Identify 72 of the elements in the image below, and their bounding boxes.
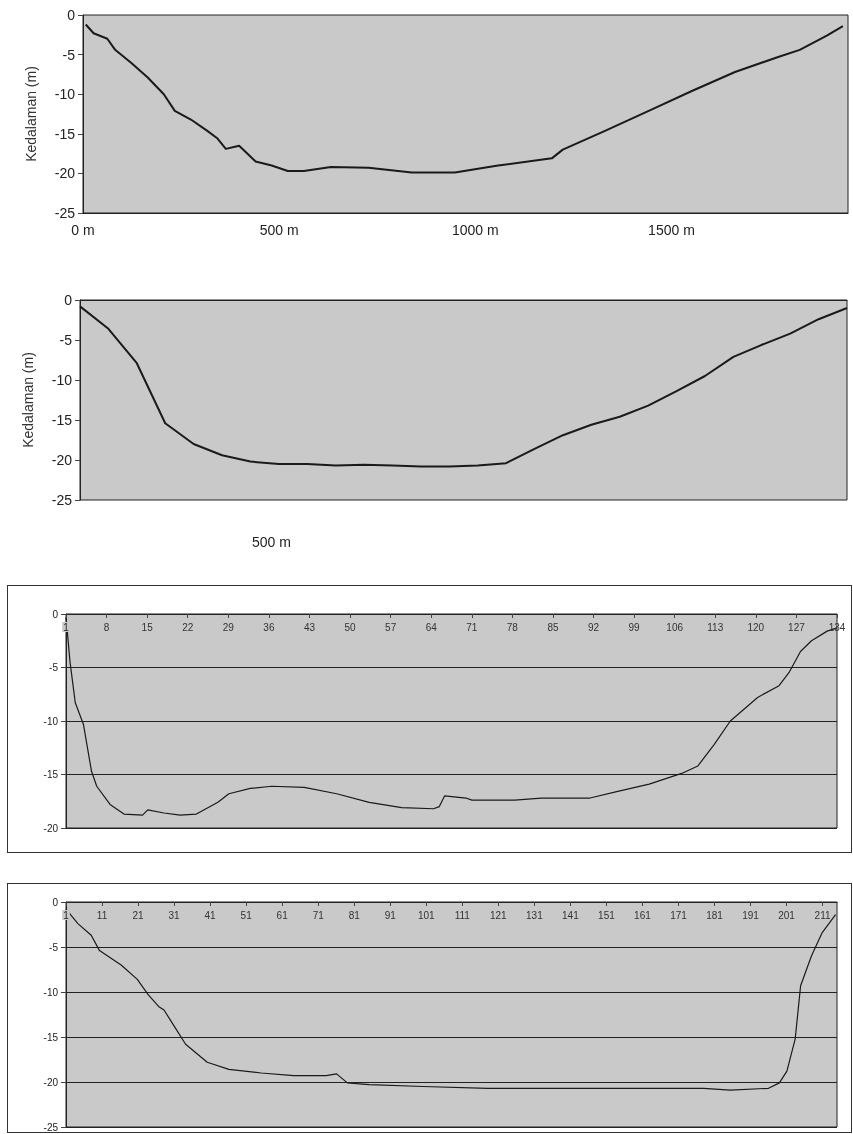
y-tick-label: -5 — [49, 941, 59, 953]
x-tick-label: 1000 m — [451, 222, 499, 238]
x-tick-label: 211 — [814, 909, 831, 921]
y-tick-label: -10 — [54, 86, 76, 103]
y-tick-label: -10 — [43, 986, 59, 998]
x-tick-label: 1 — [63, 621, 70, 633]
y-tick-label: -20 — [51, 452, 73, 468]
y-tick-label: -5 — [62, 46, 76, 63]
x-tick-label: 57 — [385, 621, 397, 633]
x-tick-label: 121 — [489, 909, 508, 921]
y-tick-label: -10 — [51, 372, 73, 388]
y-tick-label: 0 — [52, 608, 59, 620]
x-tick-label: 201 — [778, 909, 796, 921]
y-tick-label: -5 — [59, 332, 73, 348]
x-tick-label: 171 — [670, 909, 688, 921]
x-tick-label: 15 — [141, 621, 154, 633]
x-tick-label: 120 — [747, 621, 765, 633]
x-tick-label: 113 — [707, 621, 724, 633]
x-tick-label: 500 m — [259, 222, 299, 238]
y-tick-label: -15 — [54, 125, 76, 142]
x-tick-label: 41 — [204, 909, 217, 921]
y-tick-label: -10 — [43, 715, 59, 727]
x-tick-label: 161 — [634, 909, 652, 921]
y-tick-label: -20 — [54, 165, 76, 182]
x-tick-label: 141 — [562, 909, 580, 921]
x-tick-label: 101 — [417, 909, 436, 921]
y-tick-label: -20 — [43, 1076, 59, 1088]
x-tick-label: 31 — [168, 909, 181, 921]
y-tick-label: -15 — [43, 769, 59, 780]
x-tick-label: 81 — [348, 909, 361, 921]
x-tick-label: 71 — [312, 909, 325, 921]
y-tick-label: -25 — [51, 492, 73, 508]
y-tick-label: -15 — [51, 412, 73, 428]
y-tick-label: -25 — [54, 205, 76, 221]
x-tick-label: 64 — [425, 621, 438, 633]
x-tick-label: 191 — [742, 909, 760, 921]
x-tick-label: 22 — [182, 621, 194, 633]
x-tick-label: 36 — [263, 621, 275, 633]
y-tick-label: 0 — [52, 896, 59, 908]
x-tick-label: 8 — [103, 621, 110, 633]
text: 500 m — [252, 534, 291, 550]
x-tick-label: 99 — [628, 621, 641, 633]
x-tick-label: 71 — [466, 621, 478, 633]
x-tick-label: 11 — [96, 909, 108, 921]
y-axis-title: Kedalaman (m) — [23, 66, 39, 162]
y-tick-label: 0 — [64, 292, 73, 308]
x-tick-label: 78 — [506, 621, 519, 633]
x-tick-label: 111 — [454, 909, 471, 921]
x-tick-label: 91 — [384, 909, 397, 921]
y-tick-label: -20 — [43, 822, 59, 834]
x-tick-label: 134 — [828, 621, 846, 633]
x-tick-label: 0 m — [71, 222, 95, 238]
y-tick-label: -15 — [43, 1031, 59, 1043]
x-tick-label: 1 — [63, 909, 70, 921]
x-tick-label: 151 — [598, 909, 616, 921]
y-axis-title: Kedalaman (m) — [20, 352, 36, 448]
x-tick-label: 106 — [666, 621, 684, 633]
x-tick-label: 85 — [547, 621, 559, 633]
x-tick-label: 29 — [222, 621, 235, 633]
x-tick-label: 43 — [303, 621, 316, 633]
x-tick-label: 127 — [788, 621, 806, 633]
x-tick-label: 92 — [587, 621, 600, 633]
x-tick-label: 1500 m — [648, 222, 695, 238]
y-tick-label: -25 — [43, 1121, 59, 1133]
y-tick-label: -5 — [49, 662, 59, 673]
x-tick-label: 61 — [276, 909, 289, 921]
x-tick-label: 131 — [526, 909, 544, 921]
x-tick-label: 50 — [344, 621, 357, 633]
x-tick-label: 51 — [240, 909, 253, 921]
x-tick-label: 21 — [132, 909, 145, 921]
y-tick-label: 0 — [67, 7, 76, 23]
x-tick-label: 181 — [706, 909, 724, 921]
